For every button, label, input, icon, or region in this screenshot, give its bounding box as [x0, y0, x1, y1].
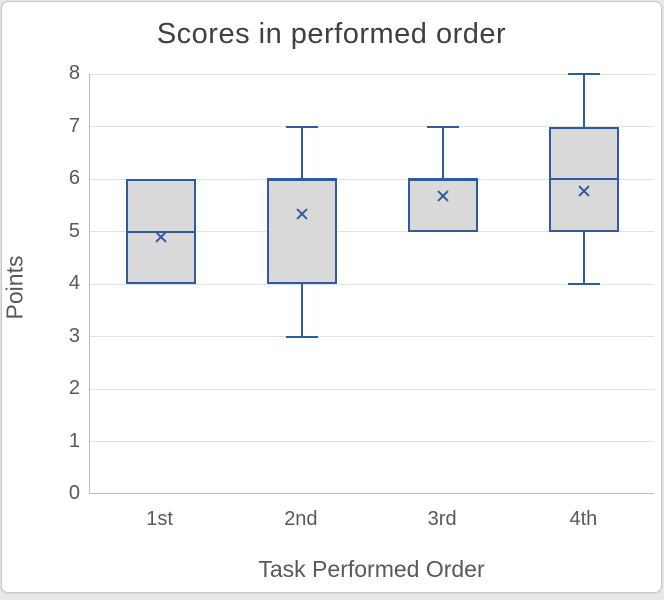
- median-line: [549, 178, 620, 180]
- gridline: [90, 231, 654, 232]
- plot-area: [89, 73, 654, 494]
- mean-marker-x: [153, 229, 169, 245]
- y-tick-label: 7: [68, 114, 80, 137]
- upper-whisker: [442, 126, 445, 179]
- y-tick-label: 6: [68, 167, 80, 189]
- y-axis-title: Points: [1, 255, 28, 320]
- upper-whisker: [300, 126, 303, 179]
- x-tick-label: 2nd: [284, 508, 318, 530]
- upper-whisker-cap: [427, 125, 460, 128]
- upper-whisker-cap: [568, 73, 601, 75]
- gridline: [90, 178, 654, 180]
- x-tick-label: 1st: [146, 508, 173, 530]
- y-tick-label: 3: [68, 324, 80, 347]
- lower-whisker: [583, 231, 586, 284]
- x-tick-label: 3rd: [427, 508, 457, 530]
- lower-whisker-cap: [568, 283, 601, 285]
- box: [408, 179, 479, 232]
- mean-marker-x: [435, 188, 451, 204]
- y-tick-label: 2: [68, 377, 80, 399]
- y-tick-label: 5: [68, 219, 80, 242]
- upper-whisker: [583, 74, 586, 127]
- box: [266, 179, 337, 284]
- x-axis-title: Task Performed Order: [258, 556, 485, 582]
- mean-marker-x: [576, 183, 592, 199]
- upper-whisker-cap: [285, 125, 318, 128]
- y-tick-label: 1: [68, 429, 80, 452]
- median-line: [266, 178, 337, 180]
- lower-whisker-cap: [285, 335, 318, 338]
- gridline: [90, 388, 654, 390]
- gridline: [90, 336, 654, 337]
- chart-title: Scores in performed order: [156, 18, 507, 50]
- mean-marker-x: [294, 206, 310, 222]
- median-line: [408, 178, 479, 180]
- gridline: [90, 283, 654, 285]
- y-tick-label: 0: [68, 482, 80, 504]
- lower-whisker: [300, 284, 303, 337]
- gridline: [90, 126, 654, 127]
- x-tick-label: 4th: [569, 508, 598, 530]
- gridline: [90, 73, 654, 75]
- y-tick-label: 8: [68, 62, 80, 84]
- y-tick-label: 4: [68, 272, 80, 294]
- gridline: [90, 441, 654, 442]
